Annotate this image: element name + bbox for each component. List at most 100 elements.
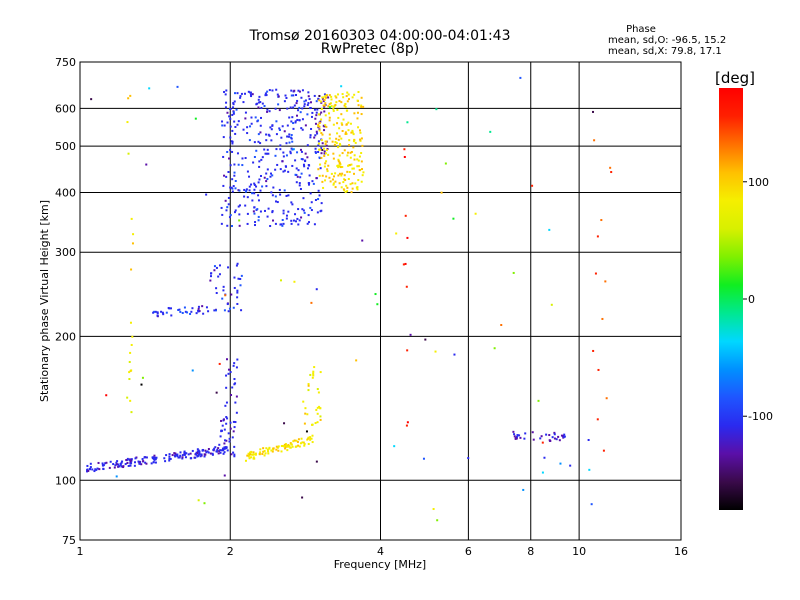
data-point bbox=[202, 448, 205, 451]
data-points bbox=[86, 76, 613, 522]
data-point bbox=[315, 114, 318, 117]
data-point bbox=[251, 192, 254, 195]
data-point bbox=[222, 289, 225, 292]
data-point bbox=[237, 277, 240, 280]
data-point bbox=[308, 221, 311, 224]
data-point bbox=[269, 126, 272, 129]
data-point bbox=[228, 440, 231, 443]
data-point bbox=[205, 306, 208, 309]
data-point bbox=[347, 98, 350, 101]
data-point bbox=[291, 148, 294, 151]
data-point bbox=[344, 132, 347, 135]
data-point bbox=[309, 436, 312, 439]
data-point bbox=[239, 284, 242, 287]
data-point bbox=[257, 119, 260, 122]
data-point bbox=[179, 451, 182, 454]
data-point bbox=[592, 349, 595, 352]
data-point bbox=[218, 273, 221, 276]
data-point bbox=[231, 178, 234, 181]
data-point bbox=[250, 453, 253, 456]
data-point bbox=[261, 185, 264, 188]
data-point bbox=[246, 454, 249, 457]
data-point bbox=[545, 433, 548, 436]
y-tick-labels: 75 100 200 300 400 500 600 750 bbox=[55, 56, 76, 547]
data-point bbox=[609, 166, 612, 169]
colorbar: [deg] 100 0 -100 bbox=[715, 69, 773, 510]
data-point bbox=[294, 173, 297, 176]
data-point bbox=[266, 108, 269, 111]
data-point bbox=[317, 142, 320, 145]
data-point bbox=[326, 147, 329, 150]
data-point bbox=[252, 161, 255, 164]
data-point bbox=[320, 107, 323, 110]
data-point bbox=[130, 268, 133, 271]
data-point bbox=[293, 280, 296, 283]
data-point bbox=[357, 126, 360, 129]
data-point bbox=[349, 122, 352, 125]
data-point bbox=[197, 453, 200, 456]
data-point bbox=[150, 462, 153, 465]
data-point bbox=[234, 401, 237, 404]
data-point bbox=[395, 232, 398, 235]
data-point bbox=[318, 156, 321, 159]
data-point bbox=[298, 182, 301, 185]
data-point bbox=[283, 169, 286, 172]
data-point bbox=[286, 135, 289, 138]
data-point bbox=[361, 174, 364, 177]
data-point bbox=[316, 211, 319, 214]
data-point bbox=[223, 474, 226, 477]
data-point bbox=[301, 496, 304, 499]
data-point bbox=[243, 188, 246, 191]
data-point bbox=[259, 189, 262, 192]
data-point bbox=[277, 445, 280, 448]
data-point bbox=[313, 108, 316, 111]
data-point bbox=[339, 163, 342, 166]
data-point bbox=[240, 274, 243, 277]
data-point bbox=[334, 141, 337, 144]
data-point bbox=[255, 149, 258, 152]
data-point bbox=[310, 423, 313, 426]
data-point bbox=[298, 106, 301, 109]
data-point bbox=[261, 452, 264, 455]
data-point bbox=[292, 122, 295, 125]
data-point bbox=[292, 106, 295, 109]
data-point bbox=[315, 460, 318, 463]
data-point bbox=[276, 201, 279, 204]
data-point bbox=[337, 164, 340, 167]
data-point bbox=[285, 217, 288, 220]
data-point bbox=[173, 452, 176, 455]
data-point bbox=[403, 155, 406, 158]
data-point bbox=[337, 160, 340, 163]
data-point bbox=[278, 127, 281, 130]
data-point bbox=[341, 130, 344, 133]
data-point bbox=[512, 430, 515, 433]
data-point bbox=[301, 208, 304, 211]
data-point bbox=[221, 297, 224, 300]
data-point bbox=[358, 155, 361, 158]
data-point bbox=[314, 117, 317, 120]
data-point bbox=[513, 435, 516, 438]
data-point bbox=[220, 222, 223, 225]
data-point bbox=[227, 196, 230, 199]
data-point bbox=[212, 448, 215, 451]
data-point bbox=[338, 142, 341, 145]
data-point bbox=[229, 164, 232, 167]
data-point bbox=[317, 125, 320, 128]
data-point bbox=[523, 437, 526, 440]
data-point bbox=[189, 452, 192, 455]
data-point bbox=[328, 112, 331, 115]
data-point bbox=[233, 100, 236, 103]
data-point bbox=[174, 452, 177, 455]
data-point bbox=[332, 108, 335, 111]
data-point bbox=[152, 456, 155, 459]
data-point bbox=[265, 152, 268, 155]
data-point bbox=[347, 164, 350, 167]
data-point bbox=[405, 424, 408, 427]
data-point bbox=[232, 112, 235, 115]
data-point bbox=[133, 461, 136, 464]
data-point bbox=[258, 453, 261, 456]
data-point bbox=[253, 192, 256, 195]
data-point bbox=[280, 445, 283, 448]
data-point bbox=[340, 186, 343, 189]
x-tick-label: 6 bbox=[465, 545, 472, 558]
